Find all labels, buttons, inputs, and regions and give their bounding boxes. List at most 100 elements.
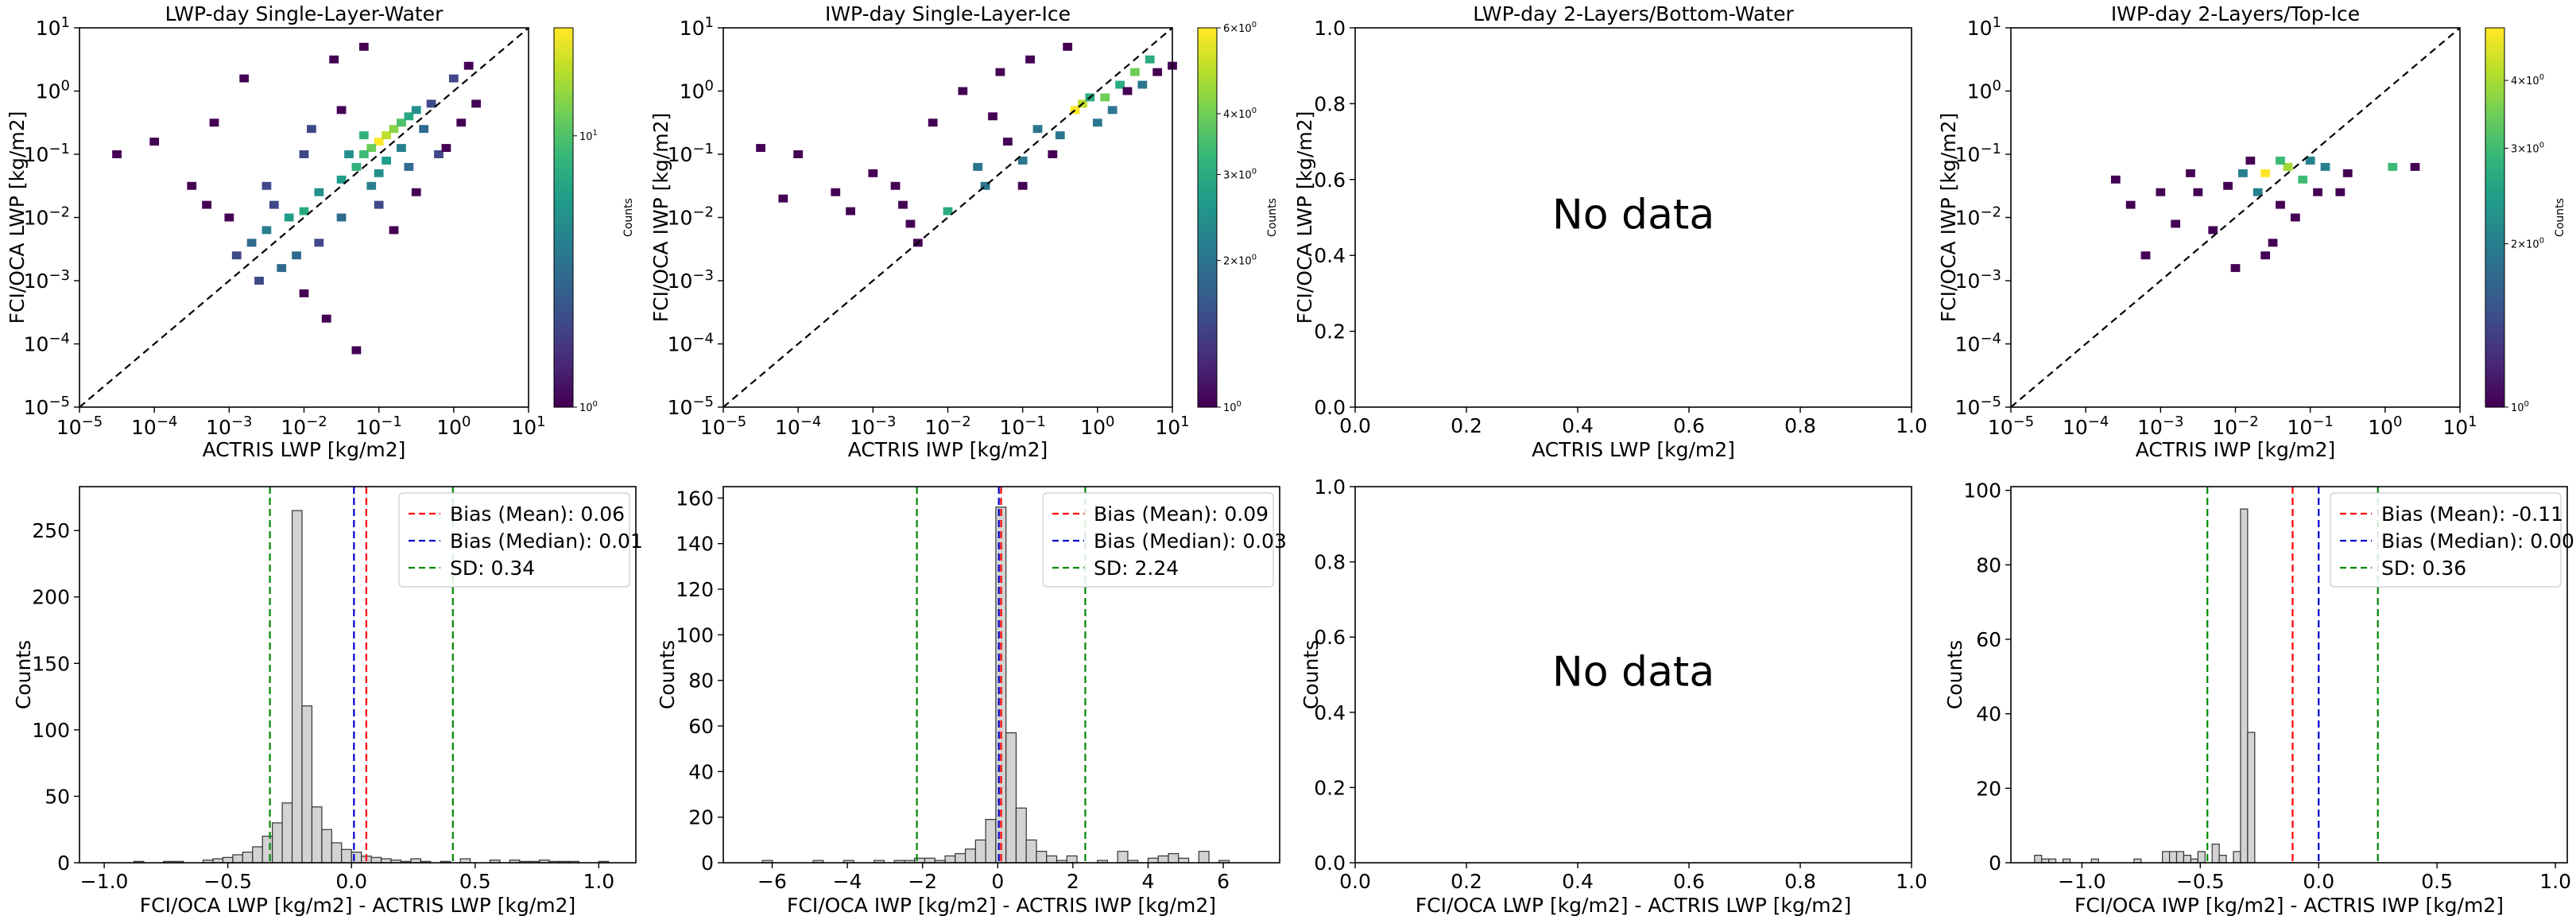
legend-label: SD: 2.24 <box>1094 557 1179 580</box>
panel-title: IWP-day Single-Layer-Ice <box>825 2 1071 25</box>
colorbar-segment <box>2485 249 2504 256</box>
colorbar-label: Counts <box>622 198 635 237</box>
y-tick-label: 1.0 <box>1314 476 1346 499</box>
colorbar-segment <box>2485 59 2504 67</box>
colorbar-segment <box>2485 274 2504 281</box>
axes-frame <box>1354 486 1912 864</box>
colorbar-segment <box>2485 40 2504 48</box>
histogram-bar <box>1168 852 1180 864</box>
colorbar-segment <box>2485 97 2504 104</box>
colorbar-segment <box>2485 281 2504 288</box>
heatmap-cell <box>358 42 369 51</box>
histogram-bar <box>2162 851 2171 864</box>
colorbar-segment <box>1198 52 1217 60</box>
panel-lwp-difference-histogram: Bias (Mean): 0.06 Bias (Median): 0.01 SD: … <box>12 486 643 917</box>
histogram-bar <box>974 839 986 864</box>
heatmap-cell <box>314 188 324 196</box>
x-tick-label: 1.0 <box>2539 870 2571 893</box>
heatmap-cell <box>366 144 377 153</box>
colorbar-segment <box>1198 249 1217 256</box>
colorbar-segment <box>1198 286 1217 294</box>
heatmap-cell <box>284 213 294 222</box>
colorbar-segment <box>554 91 573 99</box>
legend-label: Bias (Mean): 0.09 <box>1094 503 1269 526</box>
x-tick-label: 0.8 <box>1784 870 1816 893</box>
histogram-bar <box>985 818 997 864</box>
legend-label: SD: 0.34 <box>450 557 535 580</box>
heatmap-cell <box>905 219 916 228</box>
histogram-bar <box>232 854 243 864</box>
heatmap-cell <box>231 251 242 260</box>
heatmap-cell <box>2268 239 2278 247</box>
colorbar-segment <box>2485 78 2504 86</box>
legend: Bias (Mean): 0.06 Bias (Median): 0.01 SD: … <box>398 492 643 588</box>
x-tick-label: 0.0 <box>335 870 367 893</box>
colorbar-segment <box>1198 154 1217 161</box>
histogram-bar <box>1015 807 1027 864</box>
x-tick-label: −2 <box>908 870 937 893</box>
colorbar-segment <box>1198 350 1217 357</box>
colorbar-segment <box>554 179 573 187</box>
colorbar-segment <box>554 97 573 104</box>
histogram-bar <box>1117 851 1129 864</box>
heatmap-cell <box>2171 219 2181 228</box>
histogram-bar <box>242 852 254 864</box>
y-tick-label: 60 <box>688 715 714 738</box>
y-tick-label: 20 <box>688 806 714 829</box>
y-tick-label: 250 <box>32 519 70 542</box>
heatmap-cell <box>463 61 474 70</box>
one-to-one-line <box>722 27 1173 408</box>
heatmap-cell <box>2245 156 2256 165</box>
y-tick-label: 101 <box>1967 14 2001 40</box>
x-axis-label: ACTRIS LWP [kg/m2] <box>203 438 406 461</box>
histogram-bar <box>944 855 956 864</box>
heatmap-cell <box>471 99 481 108</box>
colorbar: 100 101 Counts <box>553 27 635 414</box>
colorbar-segment <box>1198 122 1217 130</box>
heatmap-cell <box>1107 106 1118 115</box>
y-tick-label: 0 <box>57 852 70 875</box>
y-tick-label: 100 <box>36 78 70 103</box>
colorbar-segment <box>2485 72 2504 80</box>
colorbar-segment <box>554 148 573 155</box>
colorbar-tick-label: 3×100 <box>1223 168 1257 182</box>
x-tick-label: 1.0 <box>583 870 614 893</box>
heatmap-cell <box>358 131 369 140</box>
colorbar-tick-label: 100 <box>579 400 598 414</box>
legend-label: Bias (Mean): -0.11 <box>2381 503 2563 526</box>
x-tick-label: 4 <box>1142 870 1155 893</box>
y-tick-label: 60 <box>1976 628 2001 651</box>
colorbar-segment <box>554 331 573 339</box>
legend-label: Bias (Median): 0.00 <box>2381 530 2574 553</box>
colorbar-segment <box>554 236 573 243</box>
no-data-annotation: No data <box>1552 192 1714 239</box>
histogram-bar <box>964 848 976 864</box>
y-tick-label: 140 <box>676 533 714 556</box>
colorbar-segment <box>2485 223 2504 231</box>
y-tick-label: 120 <box>676 578 714 601</box>
colorbar-segment <box>2485 110 2504 117</box>
x-tick-label: −0.5 <box>203 870 252 893</box>
x-axis-label: FCI/OCA IWP [kg/m2] - ACTRIS IWP [kg/m2] <box>787 894 1216 917</box>
colorbar-segment <box>1198 375 1217 382</box>
heatmap-cell <box>397 144 406 153</box>
histogram-bar <box>2211 843 2220 864</box>
colorbar-segment <box>554 350 573 357</box>
legend-label: Bias (Median): 0.01 <box>450 530 643 553</box>
colorbar-segment <box>554 198 573 206</box>
panel-lwp-single-layer-water: LWP-day Single-Layer-Water 10−5 10−4 10−3 10… <box>6 2 635 461</box>
legend: Bias (Mean): 0.09 Bias (Median): 0.03 SD: … <box>1042 492 1287 588</box>
colorbar-segment <box>2485 103 2504 111</box>
panel-title: IWP-day 2-Layers/Top-Ice <box>2111 2 2360 25</box>
heatmap-cell <box>1055 131 1065 140</box>
x-tick-label: 0.8 <box>1784 414 1816 437</box>
heatmap-cell <box>299 150 309 158</box>
heatmap-cell <box>2110 175 2121 184</box>
histogram-bar <box>2197 851 2206 864</box>
colorbar-segment <box>554 72 573 80</box>
heatmap-cell <box>336 175 347 184</box>
heatmap-cell <box>299 289 309 297</box>
y-axis-label: FCI/OCA LWP [kg/m2] <box>6 111 29 324</box>
histogram-bar <box>1005 732 1017 864</box>
heatmap-cell <box>2140 251 2151 260</box>
